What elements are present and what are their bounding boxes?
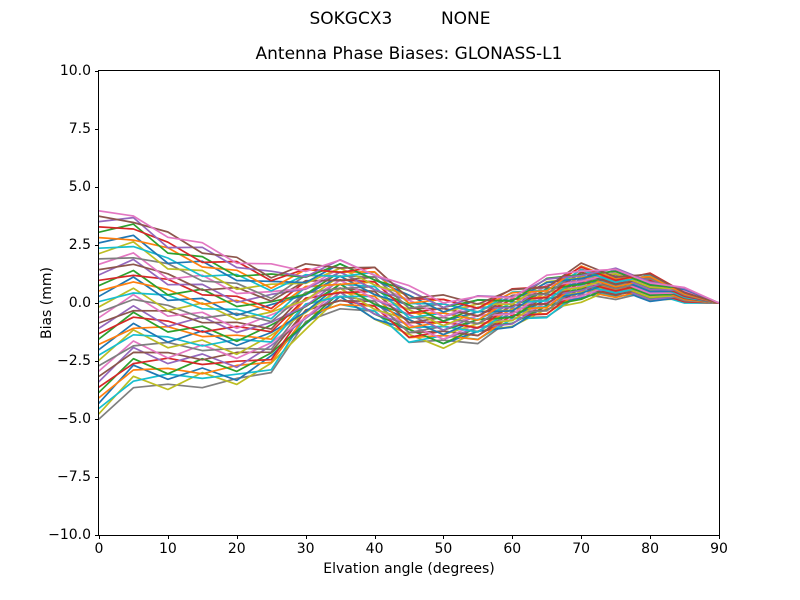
- plot-area: 0 10 20 30 40 50 60 70 80 90 −10.0 −7.5 −5.0 −2.5 0.0…: [48, 64, 728, 556]
- x-tick-mark: [443, 535, 445, 539]
- x-tick-label: 40: [365, 541, 384, 557]
- figure-suptitle: SOKGCX3 NONE: [309, 9, 491, 29]
- x-tick-mark: [236, 535, 238, 539]
- x-tick-mark: [305, 535, 307, 539]
- y-tick-label: −2.5: [57, 353, 91, 369]
- series-line: [99, 283, 719, 367]
- x-axis-label: Elvation angle (degrees): [323, 561, 495, 577]
- y-tick-mark: [95, 303, 99, 304]
- x-tick-label: 60: [503, 541, 522, 557]
- x-tick-label: 90: [710, 541, 728, 557]
- y-axis-ticks: −10.0 −7.5 −5.0 −2.5 0.0 2.5 5.0 7.5 10.0: [48, 64, 719, 542]
- series-line: [99, 280, 719, 346]
- y-tick-label: 2.5: [68, 237, 91, 253]
- y-tick-label: −5.0: [57, 411, 91, 427]
- series-line: [99, 210, 719, 304]
- x-tick-mark: [581, 535, 583, 539]
- x-tick-label: 50: [434, 541, 453, 557]
- x-tick-label: 70: [572, 541, 591, 557]
- x-tick-mark: [374, 535, 376, 539]
- axes-title: Antenna Phase Biases: GLONASS-L1: [255, 44, 563, 64]
- y-tick-mark: [95, 419, 99, 420]
- y-tick-label: 5.0: [68, 179, 91, 195]
- y-tick-label: −10.0: [48, 527, 91, 543]
- series-svg: [99, 210, 719, 420]
- x-tick-label: 80: [641, 541, 660, 557]
- x-axis-ticks: 0 10 20 30 40 50 60 70 80 90: [95, 71, 728, 556]
- y-tick-label: 10.0: [59, 63, 91, 79]
- x-tick-mark: [650, 535, 652, 539]
- y-tick-mark: [95, 71, 99, 72]
- y-tick-label: 0.0: [68, 295, 91, 311]
- series-line: [99, 277, 719, 330]
- y-tick-mark: [95, 477, 99, 478]
- y-axis-label: Bias (mm): [39, 266, 55, 340]
- y-tick-mark: [95, 245, 99, 246]
- series-line: [99, 215, 719, 306]
- series-line: [99, 252, 719, 318]
- x-tick-mark: [512, 535, 514, 539]
- x-tick-label: 20: [227, 541, 246, 557]
- series-line: [99, 236, 719, 309]
- y-tick-label: −7.5: [57, 469, 91, 485]
- y-tick-mark: [95, 129, 99, 130]
- x-tick-mark: [719, 535, 720, 539]
- series-line: [99, 256, 719, 313]
- series-line: [99, 289, 719, 410]
- y-tick-mark: [95, 535, 99, 536]
- series-line: [99, 271, 719, 317]
- x-tick-label: 0: [94, 541, 104, 557]
- y-tick-mark: [95, 187, 99, 188]
- x-tick-mark: [99, 535, 100, 539]
- x-tick-mark: [167, 535, 169, 539]
- x-tick-label: 30: [296, 541, 315, 557]
- y-tick-mark: [95, 361, 99, 362]
- y-tick-label: 7.5: [68, 121, 91, 137]
- series-line: [99, 286, 719, 388]
- x-tick-label: 10: [158, 541, 177, 557]
- series-line: [99, 216, 719, 309]
